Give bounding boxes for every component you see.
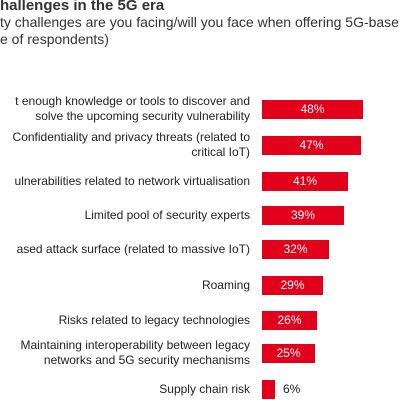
category-label: Roaming <box>201 277 250 292</box>
category-label: Confidentiality and privacy threats (rel… <box>12 130 250 159</box>
bar-value-label: 47% <box>299 137 324 152</box>
bar-value-label: 26% <box>277 312 302 327</box>
bar-value-label: 6% <box>283 381 301 396</box>
bar-value-label: 29% <box>280 277 305 292</box>
bar <box>262 99 363 119</box>
category-label: Maintaining interoperability between leg… <box>20 338 250 367</box>
chart-title: hallenges in the 5G era <box>0 0 165 14</box>
bar <box>262 135 361 155</box>
bar-value-label: 41% <box>292 173 318 188</box>
bar <box>262 205 344 225</box>
category-label: ulnerabilities related to network virtua… <box>14 173 250 188</box>
bar <box>262 171 348 191</box>
bar <box>262 239 329 259</box>
bar <box>262 379 275 399</box>
category-label: ased attack surface (related to massive … <box>16 241 250 256</box>
bar-value-label: 25% <box>276 345 301 360</box>
category-label: Risks related to legacy technologies <box>58 312 250 327</box>
bar-value-label: 48% <box>300 101 325 116</box>
category-label: t enough knowledge or tools to discover … <box>15 94 250 123</box>
bar-value-label: 39% <box>290 207 316 222</box>
bar <box>262 343 315 363</box>
category-label: Supply chain risk <box>159 381 250 396</box>
bar <box>262 310 317 330</box>
category-label: Limited pool of security experts <box>84 207 250 222</box>
bar-value-label: 32% <box>283 241 308 256</box>
bar <box>262 275 323 295</box>
chart-subtitle: ty challenges are you facing/will you fa… <box>0 14 399 47</box>
